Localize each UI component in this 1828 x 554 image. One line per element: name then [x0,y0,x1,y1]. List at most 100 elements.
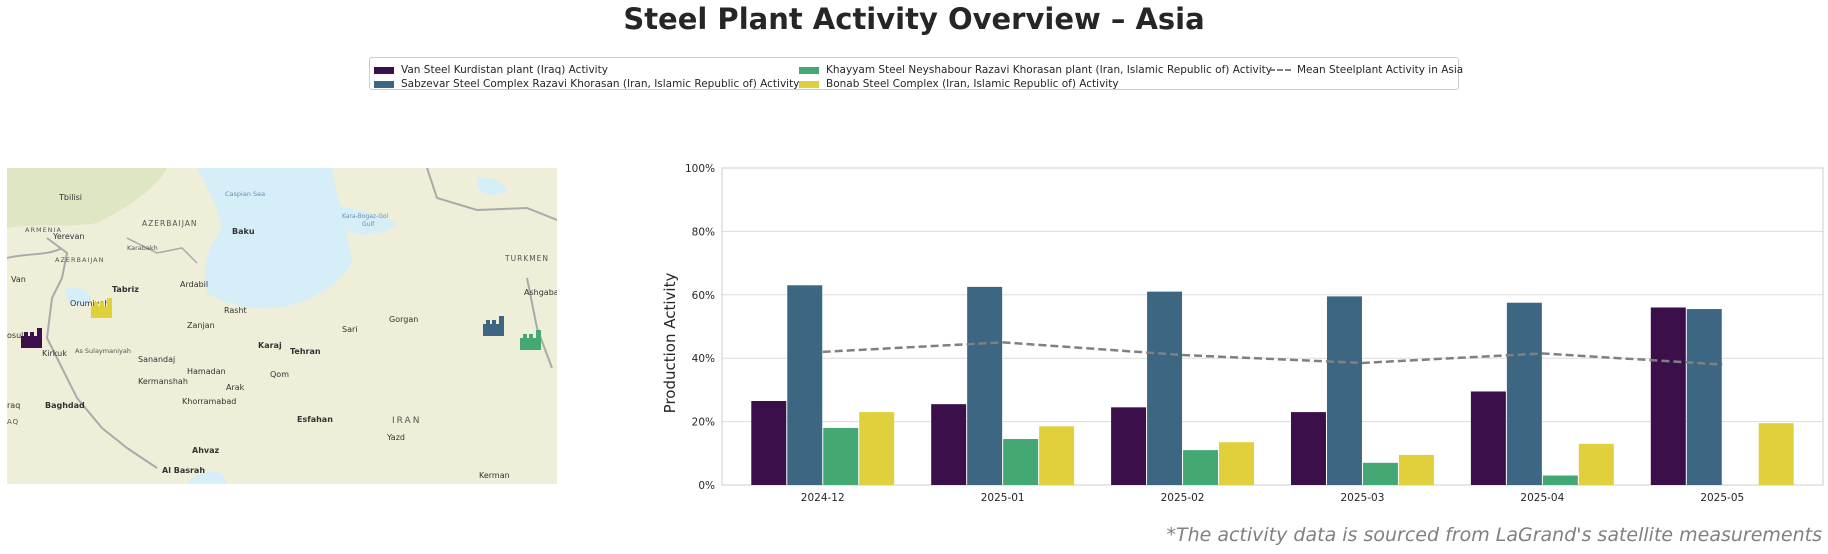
map-label-zanjan: Zanjan [187,321,215,330]
bar-khayyam-2024-12 [823,427,859,485]
bar-khayyam-2025-03 [1362,462,1398,485]
activity-chart: 0% 20% 40% 60% 80% 100% 2024-12 2025-01 2025-02… [640,155,1828,509]
activity-chart-svg: 0% 20% 40% 60% 80% 100% 2024-12 2025-01 2025-02… [661,163,1824,504]
factory-icon-van [21,328,42,348]
map-border-azerbaijan [126,237,198,264]
bar-sabzevar-2025-05 [1686,309,1722,485]
legend-swatch-bonab [799,80,819,88]
map-label-hamadan: Hamadan [187,367,226,376]
map-border-turkey [7,247,63,259]
bar-sabzevar-2025-04 [1506,302,1542,485]
legend-swatch-sabzevar [374,80,394,88]
bar-sabzevar-2025-03 [1326,296,1362,485]
map-label-kirkuk: Kirkuk [42,349,67,358]
legend-item-bonab: Bonab Steel Complex (Iran, Islamic Repub… [799,78,1119,90]
x-tick-label: 2025-04 [1520,492,1564,504]
bar-van-2025-01 [931,404,967,485]
mean-activity-line [822,341,1723,366]
bar-van-2024-12 [751,400,787,485]
bar-van-2025-03 [1290,412,1326,485]
bar-van-2025-04 [1470,391,1506,485]
map-label-rasht: Rasht [224,306,247,315]
data-source-footnote: *The activity data is sourced from LaGra… [1166,524,1822,546]
bar-van-2025-02 [1111,407,1147,485]
map-label-qom: Qom [270,370,289,379]
map-label-kermanshah: Kermanshah [138,377,188,386]
legend-item-van: Van Steel Kurdistan plant (Iraq) Activit… [374,64,608,76]
map-label-van: Van [11,275,26,284]
y-tick-label: 60% [692,290,715,302]
map-label-turkmen: TURKMEN [504,254,549,263]
bar-bonab-2025-05 [1758,423,1794,485]
factory-icon-sabzevar [483,316,504,336]
bar-bonab-2025-04 [1578,443,1614,485]
y-tick-label: 100% [685,163,715,175]
y-axis-ticks: 0% 20% 40% 60% 80% 100% [685,163,715,492]
map-label-ashgabat: Ashgabat [524,288,557,297]
map-label-karabogaz: Kara-Bogaz-Gol [342,213,389,220]
x-tick-label: 2025-03 [1341,492,1385,504]
chart-bars [751,285,1794,485]
map-label-caspian: Caspian Sea [225,190,265,198]
legend-line-mean [1269,69,1291,71]
map-lake-orumiyeh [65,287,91,306]
bar-khayyam-2025-04 [1542,475,1578,485]
bar-van-2025-05 [1650,307,1686,485]
y-tick-label: 80% [692,226,715,238]
bar-bonab-2025-02 [1219,442,1255,485]
map-label-araq: raq [7,401,20,410]
legend-label-khayyam: Khayyam Steel Neyshabour Razavi Khorasan… [826,64,1272,76]
bar-bonab-2024-12 [859,412,895,485]
map-label-sanandaj: Sanandaj [138,355,175,364]
legend-label-van: Van Steel Kurdistan plant (Iraq) Activit… [401,64,608,76]
legend-item-mean: Mean Steelplant Activity in Asia [1269,64,1463,76]
map-label-baghdad: Baghdad [45,401,85,410]
map-label-tabriz: Tabriz [112,285,139,294]
map-label-iran: IRAN [392,416,421,426]
legend-label-sabzevar: Sabzevar Steel Complex Razavi Khorasan (… [401,78,800,90]
bar-sabzevar-2025-02 [1147,291,1183,485]
map-label-kerman: Kerman [479,471,510,480]
map-persian-gulf [187,471,227,484]
legend-item-khayyam: Khayyam Steel Neyshabour Razavi Khorasan… [799,64,1272,76]
y-axis-label: Production Activity [661,273,679,414]
plant-location-map: Tbilisi AZERBAIJAN Baku ARMENIA Yerevan … [7,168,557,484]
x-tick-label: 2025-01 [981,492,1025,504]
map-border-east [526,277,553,369]
x-tick-label: 2025-05 [1700,492,1744,504]
map-label-orumiyeh: Orumiyeh [70,299,109,308]
map-label-azerbaijan-2: AZERBAIJAN [55,256,104,264]
bar-sabzevar-2025-01 [967,286,1003,485]
map-label-mosul: osul [7,331,23,340]
map-label-baku: Baku [232,227,255,236]
map-label-arak: Arak [226,383,245,392]
map-label-basrah: Al Basrah [162,466,205,475]
y-tick-label: 40% [692,353,715,365]
map-label-khorramabad: Khorramabad [182,397,236,406]
map-lake-east [477,177,507,196]
map-label-yazd: Yazd [386,433,405,442]
factory-icon-khayyam [520,330,541,350]
map-label-sari: Sari [342,325,358,334]
map-label-armenia: ARMENIA [25,226,62,234]
x-tick-label: 2024-12 [801,492,845,504]
map-label-iraq: AQ [7,418,19,426]
factory-icon-bonab [91,298,112,318]
bar-bonab-2025-03 [1398,454,1434,485]
map-label-karaj: Karaj [258,341,282,350]
legend-label-bonab: Bonab Steel Complex (Iran, Islamic Repub… [826,78,1119,90]
x-tick-label: 2025-02 [1161,492,1205,504]
mean-line-group [822,341,1723,366]
bar-sabzevar-2024-12 [787,285,823,485]
map-label-tehran: Tehran [290,347,321,356]
chart-legend: Van Steel Kurdistan plant (Iraq) Activit… [369,57,1463,90]
map-label-karabakh: Karabakh [127,244,158,252]
y-tick-label: 20% [692,417,715,429]
map-labels: Tbilisi AZERBAIJAN Baku ARMENIA Yerevan … [7,190,557,480]
legend-swatch-van [374,66,394,74]
map-kara-bogaz-gol [332,203,397,235]
map-label-azerbaijan: AZERBAIJAN [142,219,198,228]
plot-frame [721,167,1824,486]
map-canvas: Tbilisi AZERBAIJAN Baku ARMENIA Yerevan … [7,168,557,484]
legend-item-sabzevar: Sabzevar Steel Complex Razavi Khorasan (… [374,78,799,90]
